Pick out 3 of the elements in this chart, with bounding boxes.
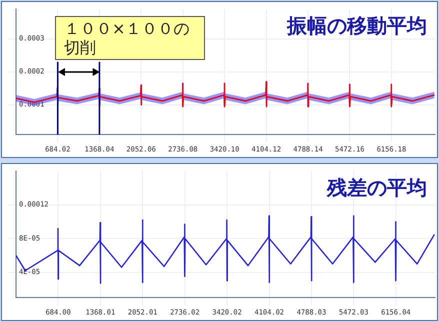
chart-title: 残差の平均: [326, 175, 427, 200]
chart-title: 振幅の移動平均: [286, 13, 427, 38]
annotation: １００×１００の切削: [55, 16, 205, 60]
